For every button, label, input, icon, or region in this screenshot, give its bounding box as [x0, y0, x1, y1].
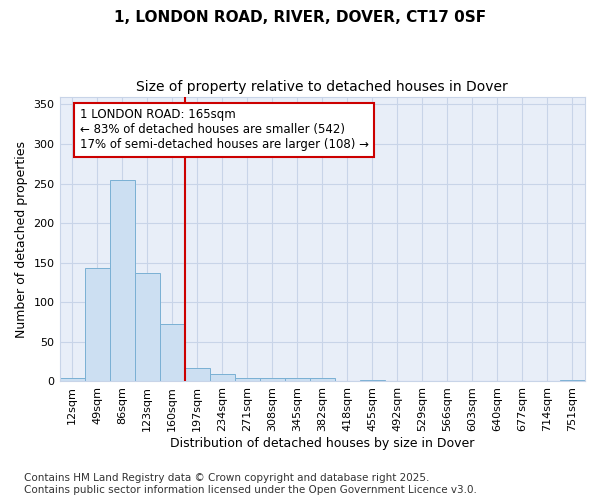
Bar [134, 273, 160, 382]
Title: Size of property relative to detached houses in Dover: Size of property relative to detached ho… [136, 80, 508, 94]
Bar [185, 368, 209, 382]
Bar [209, 374, 235, 382]
Bar [110, 180, 134, 382]
Bar [59, 378, 85, 382]
Text: Contains HM Land Registry data © Crown copyright and database right 2025.
Contai: Contains HM Land Registry data © Crown c… [24, 474, 477, 495]
Y-axis label: Number of detached properties: Number of detached properties [15, 140, 28, 338]
Bar [360, 380, 385, 382]
Bar [285, 378, 310, 382]
Bar [560, 380, 585, 382]
Bar [160, 324, 185, 382]
Bar [260, 378, 285, 382]
Text: 1, LONDON ROAD, RIVER, DOVER, CT17 0SF: 1, LONDON ROAD, RIVER, DOVER, CT17 0SF [114, 10, 486, 25]
Bar [235, 378, 260, 382]
X-axis label: Distribution of detached houses by size in Dover: Distribution of detached houses by size … [170, 437, 475, 450]
Bar [85, 268, 110, 382]
Text: 1 LONDON ROAD: 165sqm
← 83% of detached houses are smaller (542)
17% of semi-det: 1 LONDON ROAD: 165sqm ← 83% of detached … [80, 108, 368, 152]
Bar [310, 378, 335, 382]
